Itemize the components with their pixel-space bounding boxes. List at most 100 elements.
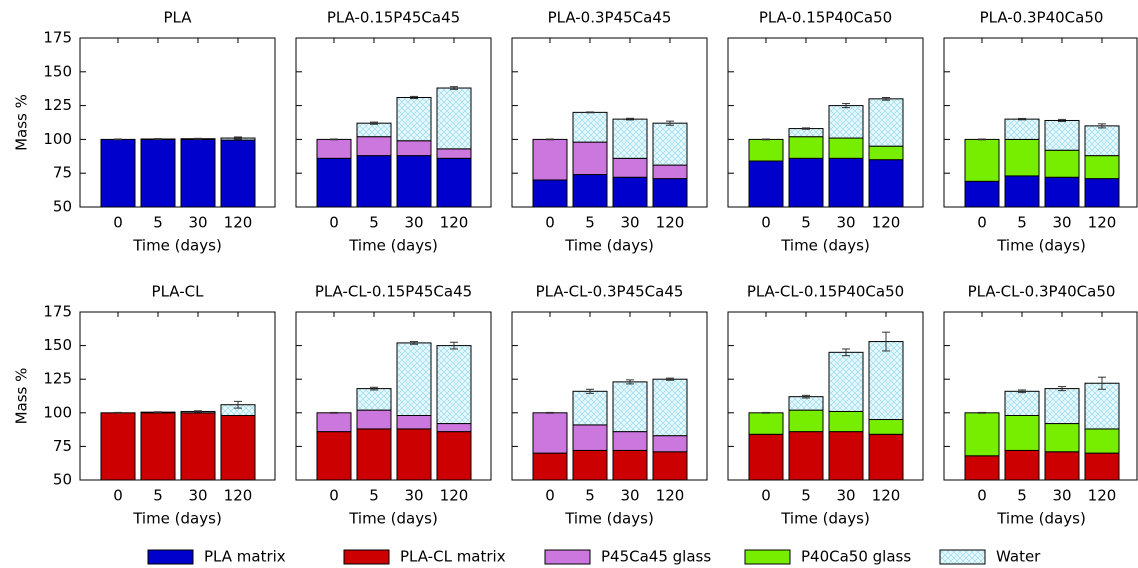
error-bar [370,386,378,391]
y-tick-label: 100 [43,403,72,421]
bar-segment [868,419,904,435]
x-axis-label: Time (days) [996,237,1086,255]
error-bar [194,410,202,413]
x-tick-label: 120 [440,487,469,505]
x-tick-label: 0 [545,487,555,505]
bar-segment [180,138,216,207]
error-bar [978,411,986,414]
error-bar [762,411,770,414]
bar-segment [1084,428,1120,454]
bar-segment [748,412,784,435]
x-tick-label: 30 [620,487,639,505]
bar-segment [788,128,824,138]
x-tick-label: 5 [153,214,163,232]
x-tick-label: 0 [977,487,987,505]
x-tick-label: 30 [188,487,207,505]
error-bar [194,137,202,140]
error-bar [842,348,850,357]
y-axis-label: Mass % [13,94,31,151]
x-tick-label: 120 [1088,214,1117,232]
error-bar [1098,376,1106,390]
error-bar [410,341,418,345]
legend-label: PLA-CL matrix [400,548,506,566]
x-tick-label: 120 [440,214,469,232]
x-tick-label: 0 [977,214,987,232]
bar-segment [788,396,824,411]
x-tick-label: 5 [585,214,595,232]
x-tick-label: 120 [224,214,253,232]
bar-segment [532,138,568,181]
x-tick-label: 5 [585,487,595,505]
bar-segment [868,145,904,161]
plot-frame [295,311,492,481]
y-tick-label: 125 [43,96,72,114]
error-bar [410,95,418,100]
x-axis-label: Time (days) [780,510,870,528]
bar-segment [1004,390,1040,416]
bar-segment [532,412,568,454]
bar-segment [828,157,864,207]
panel-title: PLA-CL-0.15P45Ca45 [315,283,472,301]
error-bar [666,377,674,381]
panel: PLA-CL-0.3P40Ca50 Time (days) 0 5 30 120 [943,283,1138,528]
error-bar [546,138,554,141]
bar-segment [868,98,904,147]
error-bar [370,121,378,125]
x-tick-label: 30 [1052,214,1071,232]
x-axis-label: Time (days) [780,237,870,255]
panel-title: PLA-0.15P40Ca50 [759,9,892,27]
error-bar [114,138,122,141]
bar-segment [1044,119,1080,151]
x-tick-label: 5 [153,487,163,505]
bar-segment [1044,149,1080,178]
bar-segment [612,431,648,451]
x-tick-label: 120 [1088,487,1117,505]
error-bar [154,138,162,140]
error-bar [802,127,810,130]
y-tick-label: 50 [53,198,72,216]
bar-segment [612,157,648,178]
error-bar [234,136,242,140]
x-tick-label: 120 [872,487,901,505]
legend-swatch [147,549,194,565]
bar-segment [356,409,392,430]
bar-segment [612,449,648,480]
plot-frame [511,311,708,481]
x-tick-label: 5 [801,214,811,232]
bar-segment [1044,388,1080,425]
bars [748,341,904,480]
y-tick-label: 75 [53,437,72,455]
legend-swatch [939,549,986,565]
x-tick-label: 5 [369,214,379,232]
x-tick-label: 5 [1017,214,1027,232]
x-axis-label: Time (days) [348,510,438,528]
bar-segment [1044,423,1080,453]
error-bar [1018,117,1026,121]
bar-segment [572,424,608,451]
panel: PLA-CL-0.15P40Ca50 Time (days) 0 5 30 120 [727,283,924,528]
x-tick-label: 0 [761,487,771,505]
bar-segment [220,414,256,480]
legend-swatch [544,549,591,565]
bars [100,137,256,207]
bar-segment [1084,382,1120,430]
bar-segment [436,157,472,207]
x-tick-label: 30 [404,487,423,505]
error-bar [450,86,458,90]
panel: PLA-0.15P40Ca50 Time (days) 0 5 30 120 [727,9,924,255]
x-tick-label: 0 [329,214,339,232]
bar-segment [868,341,904,421]
legend-swatch [744,549,791,565]
bars [316,87,472,207]
x-tick-label: 120 [872,214,901,232]
bar-segment [652,378,688,437]
x-tick-label: 30 [836,214,855,232]
bar-segment [316,412,352,433]
legend-label: Water [996,548,1041,566]
panel-title: PLA-0.3P45Ca45 [548,9,672,27]
error-bar [234,400,242,409]
bars [748,98,904,207]
plot-frame [79,37,276,208]
y-tick-label: 100 [43,130,72,148]
